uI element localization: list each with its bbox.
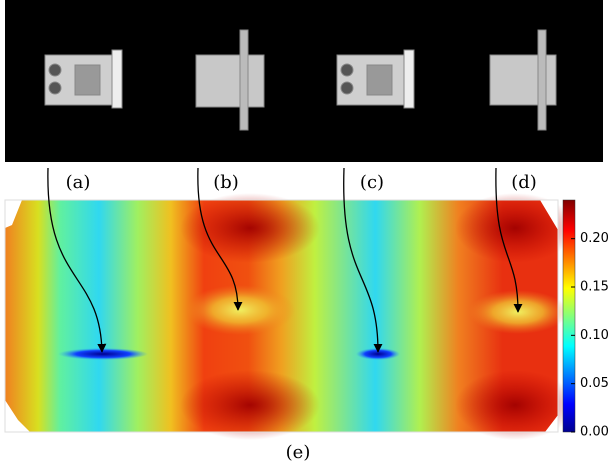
panel-label: (b) <box>213 172 239 193</box>
heatmap <box>5 193 575 440</box>
panel-label: (a) <box>66 172 91 193</box>
colorbar-tick-label: 0.00 <box>580 425 609 440</box>
colorbar-tick-label: 0.10 <box>580 328 609 343</box>
colorbar <box>563 200 575 432</box>
panel-label: (e) <box>286 442 311 463</box>
colorbar-tick-label: 0.15 <box>580 280 609 295</box>
colorbar-tick-label: 0.05 <box>580 376 609 391</box>
panel-label: (c) <box>360 172 384 193</box>
figure: (a) (b) (c) (d) (e) 0.00 0.05 0.10 0.15 0.20 <box>0 0 610 468</box>
panel-label: (d) <box>511 172 537 193</box>
colorbar-tick-label: 0.20 <box>580 231 609 246</box>
